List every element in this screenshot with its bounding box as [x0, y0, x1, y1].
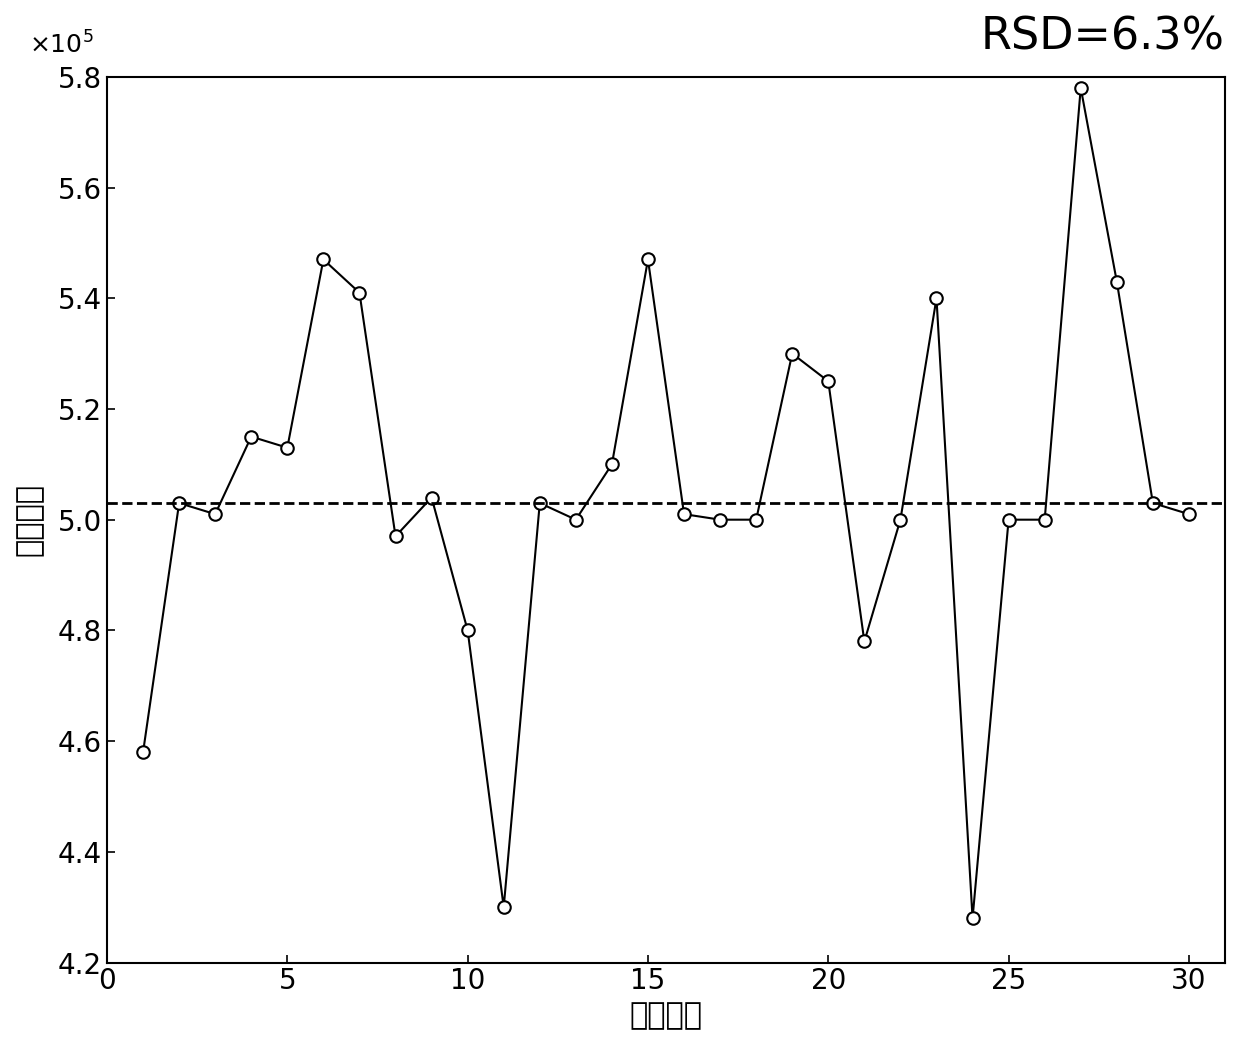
- Text: RSD=6.3%: RSD=6.3%: [981, 15, 1225, 59]
- Text: $\times 10^5$: $\times 10^5$: [29, 31, 93, 60]
- X-axis label: 实验次数: 实验次数: [630, 1001, 703, 1030]
- Y-axis label: 谱线强度: 谱线强度: [15, 483, 43, 556]
